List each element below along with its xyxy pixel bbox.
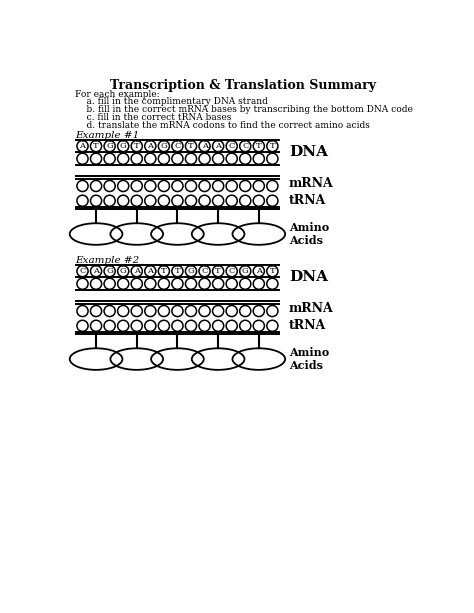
Text: C: C (174, 142, 181, 150)
Text: T: T (256, 142, 262, 150)
Text: a. fill in the complimentary DNA strand: a. fill in the complimentary DNA strand (75, 97, 268, 107)
Text: A: A (134, 267, 140, 275)
Text: A: A (147, 267, 153, 275)
Text: T: T (188, 142, 194, 150)
Text: T: T (215, 267, 221, 275)
Text: A: A (256, 267, 262, 275)
Text: tRNA: tRNA (289, 319, 326, 332)
Text: T: T (161, 267, 167, 275)
Text: A: A (215, 142, 221, 150)
Text: tRNA: tRNA (289, 194, 326, 207)
Text: A: A (80, 142, 85, 150)
Text: c. fill in the correct tRNA bases: c. fill in the correct tRNA bases (75, 113, 231, 122)
Text: T: T (270, 142, 275, 150)
Text: A: A (93, 267, 99, 275)
Text: Transcription & Translation Summary: Transcription & Translation Summary (110, 79, 376, 92)
Text: Example #1: Example #1 (75, 131, 139, 140)
Text: For each example:: For each example: (75, 89, 159, 99)
Text: mRNA: mRNA (289, 177, 334, 190)
Text: T: T (174, 267, 180, 275)
Text: A: A (201, 142, 208, 150)
Text: C: C (79, 267, 86, 275)
Text: G: G (106, 142, 113, 150)
Text: C: C (228, 142, 235, 150)
Text: G: G (161, 142, 167, 150)
Text: G: G (106, 267, 113, 275)
Text: G: G (120, 267, 127, 275)
Text: DNA: DNA (289, 145, 328, 159)
Text: d. translate the mRNA codons to find the correct amino acids: d. translate the mRNA codons to find the… (75, 121, 370, 129)
Text: T: T (134, 142, 139, 150)
Text: b. fill in the correct mRNA bases by transcribing the bottom DNA code: b. fill in the correct mRNA bases by tra… (75, 105, 413, 114)
Text: T: T (270, 267, 275, 275)
Text: Example #2: Example #2 (75, 256, 139, 265)
Text: A: A (147, 142, 153, 150)
Text: C: C (201, 267, 208, 275)
Text: G: G (120, 142, 127, 150)
Text: Amino
Acids: Amino Acids (289, 347, 329, 371)
Text: mRNA: mRNA (289, 302, 334, 315)
Text: DNA: DNA (289, 270, 328, 284)
Text: T: T (93, 142, 99, 150)
Text: G: G (242, 267, 249, 275)
Text: C: C (228, 267, 235, 275)
Text: Amino
Acids: Amino Acids (289, 222, 329, 246)
Text: G: G (188, 267, 194, 275)
Text: C: C (242, 142, 248, 150)
